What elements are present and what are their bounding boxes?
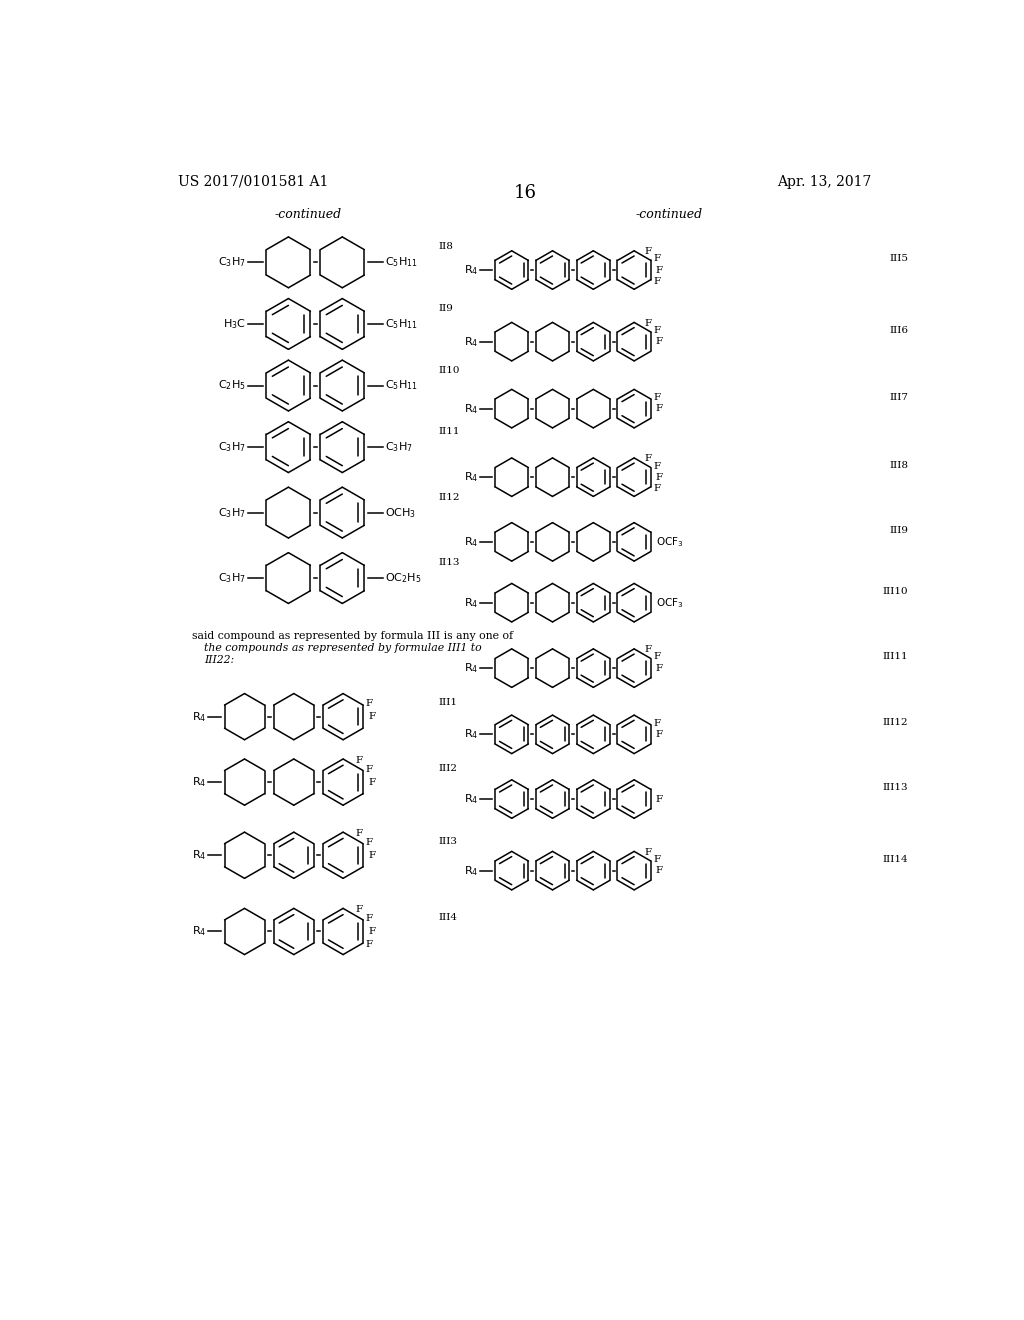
- Text: F: F: [653, 393, 660, 403]
- Text: III5: III5: [889, 253, 908, 263]
- Text: II11: II11: [438, 428, 460, 436]
- Text: F: F: [366, 940, 373, 949]
- Text: F: F: [653, 277, 660, 285]
- Text: $\mathrm{R_4}$: $\mathrm{R_4}$: [191, 849, 206, 862]
- Text: the compounds as represented by formulae III1 to: the compounds as represented by formulae…: [204, 643, 481, 653]
- Text: $\mathrm{C_5H_{11}}$: $\mathrm{C_5H_{11}}$: [385, 256, 418, 269]
- Text: III4: III4: [438, 913, 458, 923]
- Text: III9: III9: [889, 525, 908, 535]
- Text: F: F: [366, 700, 373, 708]
- Text: III8: III8: [889, 461, 908, 470]
- Text: F: F: [355, 756, 362, 766]
- Text: III6: III6: [889, 326, 908, 334]
- Text: $\mathrm{C_5H_{11}}$: $\mathrm{C_5H_{11}}$: [385, 317, 418, 331]
- Text: F: F: [653, 484, 660, 492]
- Text: F: F: [366, 913, 373, 923]
- Text: F: F: [644, 847, 651, 857]
- Text: 16: 16: [513, 183, 537, 202]
- Text: II8: II8: [438, 243, 454, 251]
- Text: III11: III11: [883, 652, 908, 661]
- Text: $\mathrm{R_4}$: $\mathrm{R_4}$: [464, 863, 478, 878]
- Text: $\mathrm{R_4}$: $\mathrm{R_4}$: [464, 401, 478, 416]
- Text: II12: II12: [438, 492, 460, 502]
- Text: $\mathrm{C_5H_{11}}$: $\mathrm{C_5H_{11}}$: [385, 379, 418, 392]
- Text: $\mathrm{R_4}$: $\mathrm{R_4}$: [191, 924, 206, 939]
- Text: $\mathrm{R_4}$: $\mathrm{R_4}$: [464, 595, 478, 610]
- Text: F: F: [369, 927, 376, 936]
- Text: F: F: [644, 319, 651, 327]
- Text: $\mathrm{R_4}$: $\mathrm{R_4}$: [464, 470, 478, 484]
- Text: F: F: [366, 764, 373, 774]
- Text: F: F: [655, 265, 663, 275]
- Text: F: F: [655, 795, 663, 804]
- Text: F: F: [355, 906, 362, 915]
- Text: II9: II9: [438, 304, 454, 313]
- Text: F: F: [369, 713, 376, 721]
- Text: F: F: [655, 664, 663, 673]
- Text: F: F: [655, 337, 663, 346]
- Text: $\mathrm{OC_2H_5}$: $\mathrm{OC_2H_5}$: [385, 572, 421, 585]
- Text: III13: III13: [883, 783, 908, 792]
- Text: Apr. 13, 2017: Apr. 13, 2017: [777, 174, 871, 189]
- Text: said compound as represented by formula III is any one of: said compound as represented by formula …: [193, 631, 513, 640]
- Text: III3: III3: [438, 837, 458, 846]
- Text: F: F: [653, 326, 660, 335]
- Text: F: F: [653, 462, 660, 470]
- Text: $\mathrm{C_3H_7}$: $\mathrm{C_3H_7}$: [385, 441, 413, 454]
- Text: $\mathrm{R_4}$: $\mathrm{R_4}$: [464, 335, 478, 348]
- Text: F: F: [644, 247, 651, 256]
- Text: F: F: [653, 652, 660, 661]
- Text: $\mathrm{R_4}$: $\mathrm{R_4}$: [464, 263, 478, 277]
- Text: F: F: [653, 718, 660, 727]
- Text: F: F: [644, 645, 651, 655]
- Text: III7: III7: [889, 392, 908, 401]
- Text: III10: III10: [883, 586, 908, 595]
- Text: III14: III14: [883, 854, 908, 863]
- Text: III22:: III22:: [204, 656, 233, 665]
- Text: $\mathrm{C_3H_7}$: $\mathrm{C_3H_7}$: [218, 256, 246, 269]
- Text: III2: III2: [438, 764, 458, 772]
- Text: $\mathrm{R_4}$: $\mathrm{R_4}$: [191, 775, 206, 789]
- Text: $\mathrm{H_3C}$: $\mathrm{H_3C}$: [223, 317, 246, 331]
- Text: F: F: [655, 473, 663, 482]
- Text: F: F: [369, 851, 376, 859]
- Text: -continued: -continued: [274, 209, 341, 222]
- Text: F: F: [655, 404, 663, 413]
- Text: II10: II10: [438, 366, 460, 375]
- Text: F: F: [655, 866, 663, 875]
- Text: II13: II13: [438, 558, 460, 568]
- Text: F: F: [369, 777, 376, 787]
- Text: $\mathrm{R_4}$: $\mathrm{R_4}$: [464, 727, 478, 742]
- Text: US 2017/0101581 A1: US 2017/0101581 A1: [178, 174, 329, 189]
- Text: F: F: [653, 255, 660, 264]
- Text: $\mathrm{OCF_3}$: $\mathrm{OCF_3}$: [656, 535, 684, 549]
- Text: F: F: [644, 454, 651, 463]
- Text: $\mathrm{OCH_3}$: $\mathrm{OCH_3}$: [385, 506, 416, 520]
- Text: F: F: [366, 838, 373, 846]
- Text: $\mathrm{R_4}$: $\mathrm{R_4}$: [464, 535, 478, 549]
- Text: F: F: [355, 829, 362, 838]
- Text: $\mathrm{C_3H_7}$: $\mathrm{C_3H_7}$: [218, 572, 246, 585]
- Text: III12: III12: [883, 718, 908, 727]
- Text: F: F: [655, 730, 663, 739]
- Text: F: F: [653, 855, 660, 865]
- Text: $\mathrm{OCF_3}$: $\mathrm{OCF_3}$: [656, 595, 684, 610]
- Text: III1: III1: [438, 698, 458, 708]
- Text: $\mathrm{C_3H_7}$: $\mathrm{C_3H_7}$: [218, 506, 246, 520]
- Text: $\mathrm{C_2H_5}$: $\mathrm{C_2H_5}$: [218, 379, 246, 392]
- Text: $\mathrm{R_4}$: $\mathrm{R_4}$: [464, 661, 478, 675]
- Text: $\mathrm{C_3H_7}$: $\mathrm{C_3H_7}$: [218, 441, 246, 454]
- Text: $\mathrm{R_4}$: $\mathrm{R_4}$: [191, 710, 206, 723]
- Text: -continued: -continued: [636, 209, 703, 222]
- Text: $\mathrm{R_4}$: $\mathrm{R_4}$: [464, 792, 478, 807]
